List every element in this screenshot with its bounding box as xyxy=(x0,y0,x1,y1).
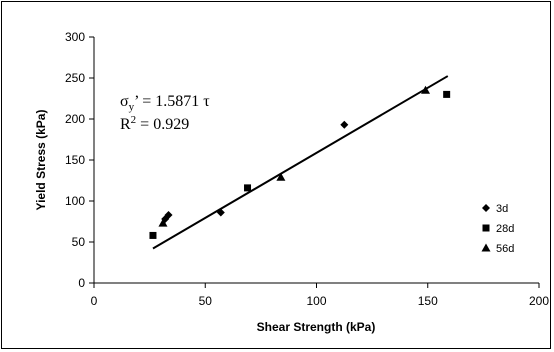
data-point-56d xyxy=(421,85,431,94)
y-tick-label: 200 xyxy=(65,112,85,126)
y-tick-group: 0 50 100 150 200 250 300 xyxy=(65,30,94,290)
data-point-28d xyxy=(244,184,252,192)
legend: 3d 28d 56d xyxy=(481,203,514,255)
data-point-28d xyxy=(149,231,157,239)
legend-marker-3d xyxy=(482,204,490,212)
y-axis-title: Yield Stress (kPa) xyxy=(34,110,48,211)
x-tick-label: 100 xyxy=(306,294,326,308)
trendline xyxy=(152,75,449,250)
data-point-56d xyxy=(276,172,286,181)
x-tick-group: 0 50 100 150 200 xyxy=(91,283,549,308)
data-point-56d xyxy=(158,218,168,227)
legend-label-28d: 28d xyxy=(496,223,514,235)
equation-label: σy’ = 1.5871 τ xyxy=(120,93,210,113)
x-tick-label: 200 xyxy=(529,294,549,308)
y-tick-label: 300 xyxy=(65,30,85,44)
data-point-3d xyxy=(164,210,173,219)
data-point-28d xyxy=(443,90,451,98)
x-tick-label: 0 xyxy=(91,294,98,308)
data-point-3d xyxy=(340,120,349,129)
x-tick-label: 150 xyxy=(418,294,438,308)
x-axis-title: Shear Strength (kPa) xyxy=(257,320,376,334)
legend-label-56d: 56d xyxy=(496,243,514,255)
trendline-group xyxy=(152,75,449,250)
legend-marker-28d xyxy=(482,224,490,232)
x-tick-label: 50 xyxy=(199,294,213,308)
y-tick-label: 0 xyxy=(78,276,85,290)
plot-area xyxy=(94,37,539,283)
data-points-group xyxy=(149,85,451,239)
y-tick-label: 250 xyxy=(65,71,85,85)
legend-marker-56d xyxy=(481,243,491,252)
data-point-3d xyxy=(216,208,225,217)
y-tick-label: 100 xyxy=(65,194,85,208)
legend-label-3d: 3d xyxy=(496,203,508,215)
y-tick-label: 150 xyxy=(65,153,85,167)
y-tick-label: 50 xyxy=(72,235,86,249)
r-squared-label: R2 = 0.929 xyxy=(120,114,189,133)
